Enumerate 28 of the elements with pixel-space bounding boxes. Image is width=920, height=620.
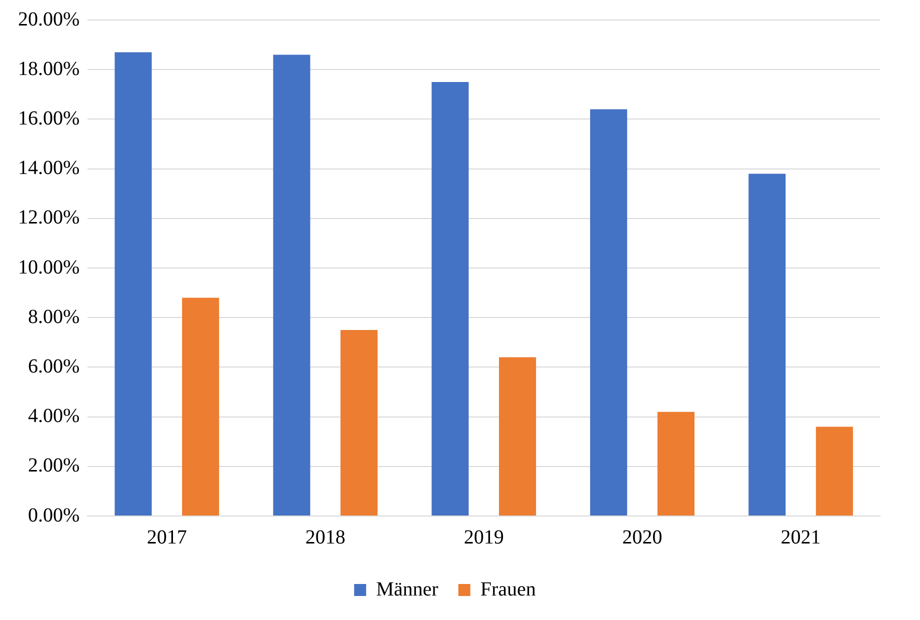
y-tick-label: 4.00% <box>28 405 80 428</box>
x-tick-label: 2018 <box>305 526 346 548</box>
bar <box>182 298 220 516</box>
bar <box>657 412 694 516</box>
x-tick-label: 2021 <box>780 526 821 548</box>
bar <box>498 357 536 516</box>
legend-label: Männer <box>376 578 439 600</box>
y-tick-label: 16.00% <box>18 107 80 130</box>
bar <box>590 109 628 516</box>
y-tick-label: 10.00% <box>18 256 80 278</box>
bar <box>816 426 853 516</box>
legend-label: Frauen <box>480 578 536 600</box>
y-tick-label: 2.00% <box>28 454 80 477</box>
x-tick-label: 2017 <box>146 526 187 548</box>
x-tick-label: 2019 <box>464 526 504 548</box>
bar <box>340 330 378 516</box>
y-tick-label: 12.00% <box>18 206 80 229</box>
y-tick-label: 18.00% <box>18 58 80 80</box>
bar <box>273 54 310 516</box>
y-tick-label: 6.00% <box>28 355 80 378</box>
y-tick-label: 0.00% <box>28 504 80 526</box>
y-tick-label: 8.00% <box>28 306 80 328</box>
bar <box>432 82 469 516</box>
y-tick-label: 20.00% <box>18 8 80 30</box>
bar <box>748 174 786 516</box>
x-tick-label: 2020 <box>622 526 662 548</box>
bar <box>114 52 152 516</box>
y-tick-label: 14.00% <box>18 157 80 180</box>
